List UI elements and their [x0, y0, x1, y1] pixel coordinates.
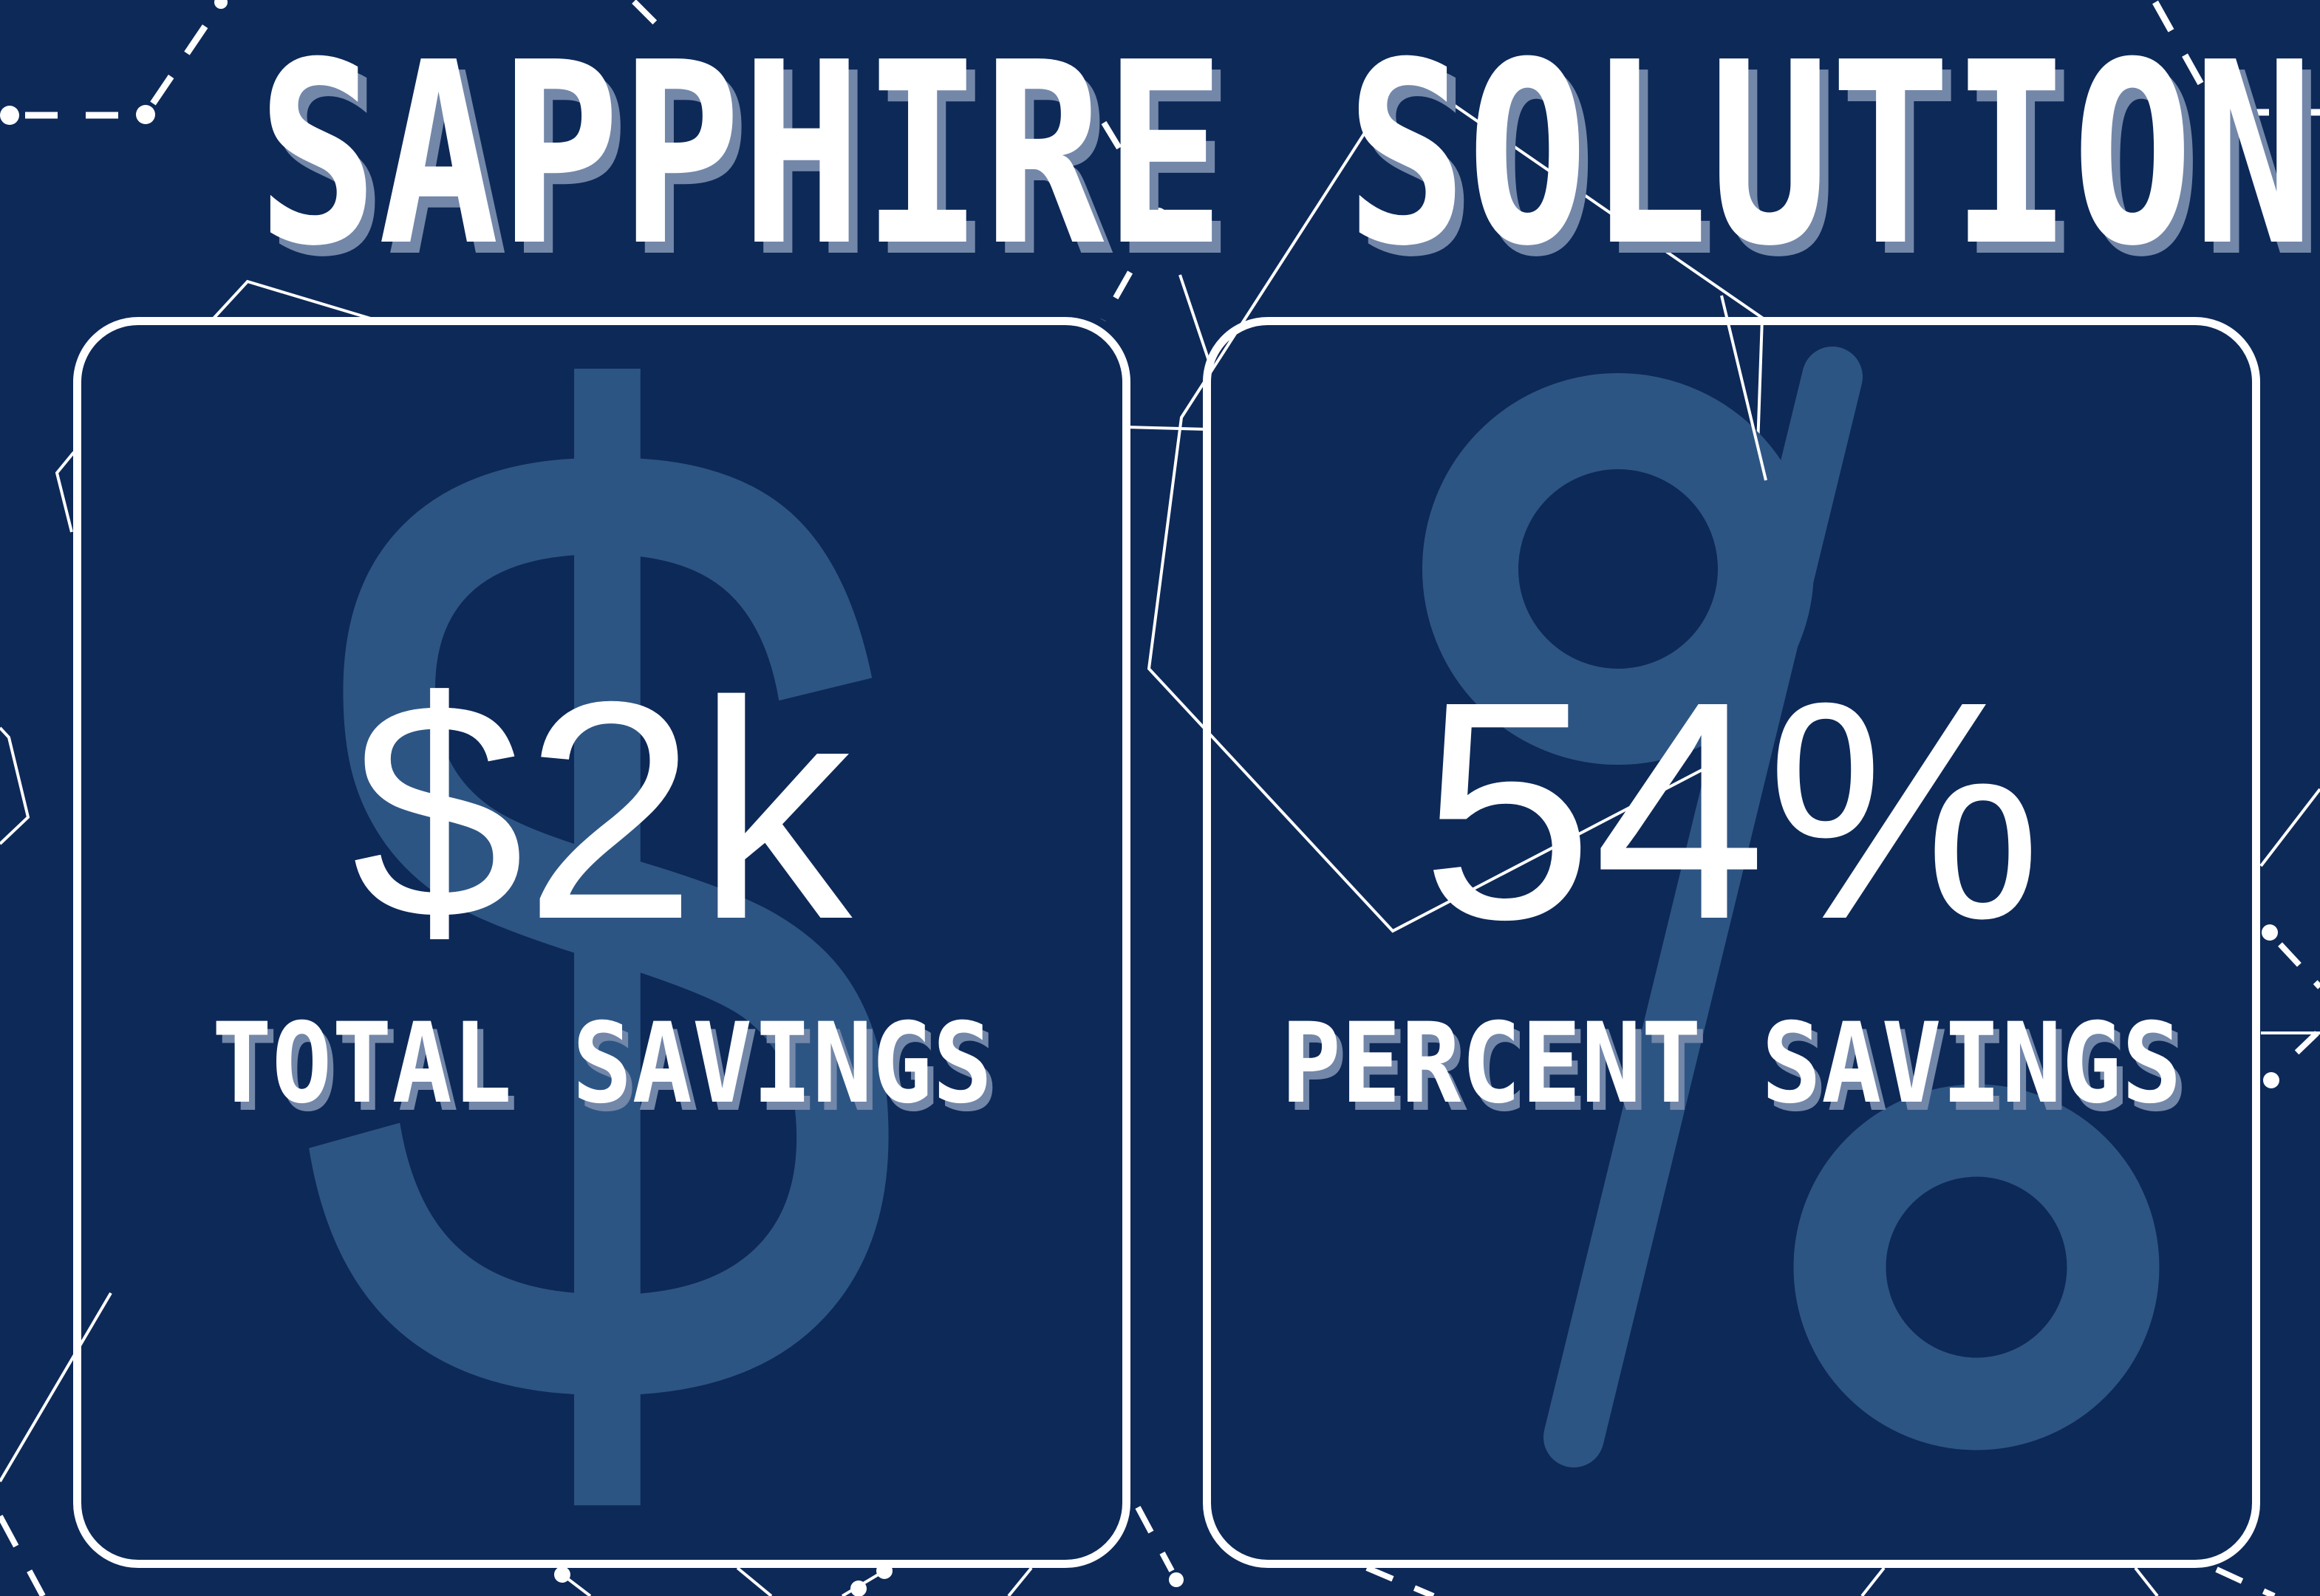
- node-dot: [0, 106, 19, 125]
- node-dot: [1150, 208, 1167, 224]
- percent-watermark-icon: [1422, 347, 2160, 1467]
- page-title: SAPPHIRE SOLUTION: [0, 30, 2320, 281]
- total-savings-card: $ $2k TOTAL SAVINGS: [73, 317, 1130, 1568]
- page-title-text: SAPPHIRE SOLUTION: [256, 9, 2314, 301]
- node-dot: [136, 105, 155, 124]
- node-dot: [2262, 924, 2278, 941]
- total-savings-value: $2k: [351, 638, 853, 984]
- node-dot: [1169, 1572, 1184, 1587]
- node-dot: [2263, 1072, 2279, 1088]
- percent-savings-label: PERCENT SAVINGS: [1280, 1000, 2183, 1128]
- node-dot: [2210, 100, 2231, 121]
- percent-savings-card: 54% PERCENT SAVINGS: [1203, 317, 2260, 1568]
- total-savings-label: TOTAL SAVINGS: [211, 1000, 992, 1128]
- percent-savings-value: 54%: [1421, 638, 2042, 984]
